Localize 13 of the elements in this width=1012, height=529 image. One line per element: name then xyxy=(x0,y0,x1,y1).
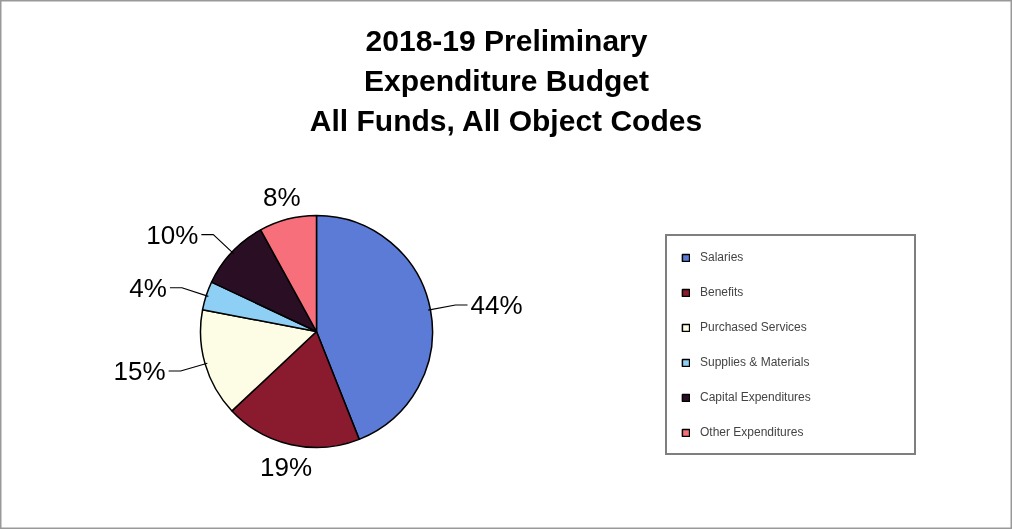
legend-label: Benefits xyxy=(700,285,745,299)
data-label: 44% xyxy=(470,289,523,320)
legend-label: Salaries xyxy=(700,250,745,264)
data-label: 15% xyxy=(113,355,166,386)
data-label: 10% xyxy=(146,219,199,250)
legend-label: Other Expenditures xyxy=(700,425,805,439)
chart-title: 2018-19 Preliminary Expenditure Budget All Funds, All Object Codes xyxy=(309,24,703,137)
legend-label: Supplies & Materials xyxy=(700,355,811,369)
data-label: 19% xyxy=(260,452,313,483)
legend-label: Purchased Services xyxy=(700,320,808,334)
data-label: 8% xyxy=(263,181,301,212)
legend-label: Capital Expenditures xyxy=(700,390,812,404)
data-label: 4% xyxy=(129,272,167,303)
